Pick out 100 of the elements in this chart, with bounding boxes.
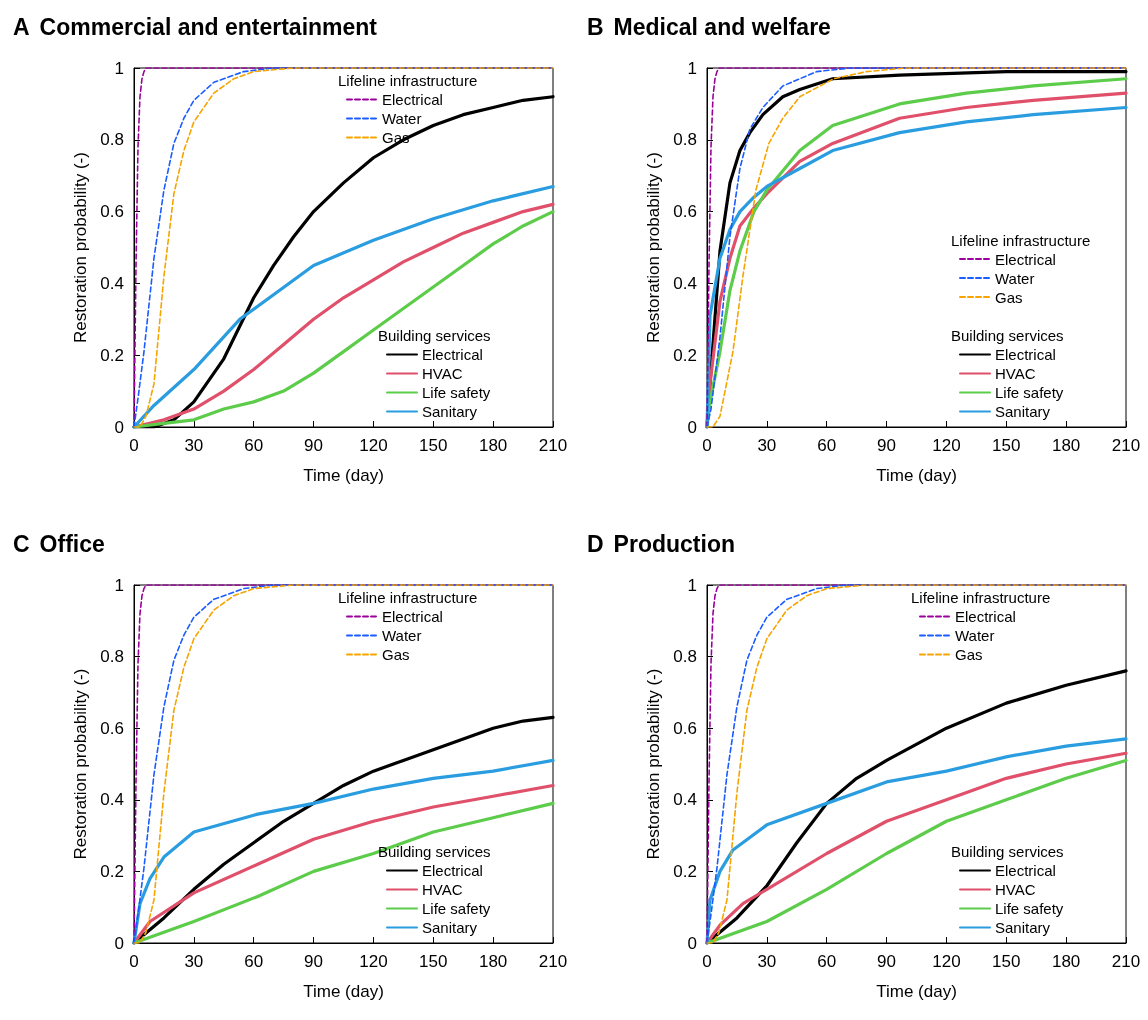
- legend-label: Life safety: [422, 384, 491, 401]
- x-tick-label: 180: [478, 436, 508, 455]
- legend-label: Gas: [382, 646, 410, 663]
- x-tick-label: 180: [478, 952, 508, 971]
- legend-label: HVAC: [422, 881, 463, 898]
- x-tick-label: 90: [877, 436, 897, 455]
- x-tick-label: 30: [184, 952, 204, 971]
- x-tick-label: 60: [817, 436, 837, 455]
- x-tick-label: 0: [129, 436, 139, 455]
- x-tick-label: 120: [932, 952, 961, 971]
- legend-label: Water: [955, 627, 995, 644]
- y-tick-label: 0.2: [100, 345, 124, 365]
- legend-label: Electrical: [422, 862, 483, 879]
- chart-title: A Commercial and entertainment: [13, 13, 378, 40]
- legend-label: HVAC: [995, 881, 1036, 898]
- legend-label: Gas: [995, 288, 1023, 306]
- legend-label: Life safety: [422, 900, 491, 917]
- legend-label: Sanitary: [422, 403, 478, 420]
- y-tick-label: 0.6: [673, 718, 697, 738]
- legend-label: Sanitary: [422, 919, 478, 936]
- x-tick-label: 120: [359, 436, 388, 455]
- x-tick-label: 0: [702, 952, 712, 971]
- y-tick-label: 0.2: [673, 345, 697, 365]
- y-tick-label: 0.2: [100, 861, 124, 881]
- x-axis-title: Time (day): [876, 982, 957, 1001]
- x-tick-label: 90: [304, 952, 324, 971]
- chart-title: D Production: [587, 530, 735, 557]
- legend-label: Life safety: [995, 384, 1064, 401]
- legend-label: Gas: [955, 646, 983, 663]
- y-tick-label: 0.6: [100, 718, 124, 738]
- x-axis-title: Time (day): [303, 466, 384, 485]
- x-tick-label: 210: [1111, 952, 1141, 971]
- x-axis-title: Time (day): [303, 982, 384, 1001]
- x-tick-label: 120: [932, 436, 961, 455]
- x-tick-label: 60: [244, 952, 264, 971]
- x-tick-label: 210: [538, 952, 568, 971]
- legend-label: Electrical: [422, 346, 483, 363]
- legend-label: Electrical: [995, 862, 1056, 879]
- legend-label: Water: [382, 110, 422, 127]
- text: Lifeline infrastructure: [338, 72, 478, 89]
- y-tick-label: 0.6: [100, 202, 124, 222]
- x-tick-label: 120: [359, 952, 388, 971]
- y-tick-label: 0.8: [673, 647, 697, 667]
- x-tick-label: 30: [757, 952, 777, 971]
- y-tick-label: 0.6: [673, 202, 697, 222]
- chart-title: C Office: [13, 530, 105, 557]
- legend-label: HVAC: [995, 365, 1036, 382]
- text: Building services: [951, 327, 1064, 344]
- text: Building services: [378, 843, 491, 860]
- chart-title: B Medical and welfare: [587, 13, 831, 40]
- legend-label: Sanitary: [995, 919, 1051, 936]
- y-tick-label: 1: [114, 575, 124, 595]
- legend-label: Electrical: [995, 250, 1056, 268]
- x-tick-label: 180: [1051, 952, 1081, 971]
- line-series: [706, 584, 1127, 944]
- y-axis-title: Restoration probability (-): [644, 668, 664, 860]
- y-tick-label: 1: [687, 58, 697, 78]
- legend-label: Electrical: [995, 346, 1056, 363]
- x-tick-label: 210: [538, 436, 568, 455]
- x-tick-label: 0: [129, 952, 139, 971]
- text: Building services: [951, 843, 1064, 860]
- y-tick-label: 0.4: [100, 790, 124, 810]
- text: Lifeline infrastructure: [951, 231, 1091, 249]
- x-tick-label: 150: [419, 436, 448, 455]
- x-tick-label: 210: [1111, 436, 1141, 455]
- x-tick-label: 60: [244, 436, 264, 455]
- y-tick-label: 0.4: [673, 273, 697, 293]
- y-tick-label: 1: [687, 575, 697, 595]
- legend-label: Water: [995, 269, 1035, 287]
- text: Lifeline infrastructure: [338, 589, 478, 606]
- y-tick-label: 0: [114, 417, 124, 437]
- y-tick-label: 1: [114, 58, 124, 78]
- y-tick-label: 0.8: [100, 647, 124, 667]
- y-tick-label: 0.8: [100, 130, 124, 150]
- y-tick-label: 0: [687, 417, 697, 437]
- text: Building services: [378, 327, 491, 344]
- x-axis-title: Time (day): [876, 466, 957, 485]
- y-tick-label: 0.4: [100, 273, 124, 293]
- legend-label: Electrical: [382, 91, 443, 108]
- x-tick-label: 0: [702, 436, 712, 455]
- y-tick-label: 0.8: [673, 130, 697, 150]
- y-axis-title: Restoration probability (-): [644, 152, 664, 343]
- x-tick-label: 150: [992, 436, 1021, 455]
- legend-label: HVAC: [422, 365, 463, 382]
- x-tick-label: 90: [877, 952, 897, 971]
- legend-label: Electrical: [955, 608, 1016, 625]
- x-tick-label: 180: [1051, 436, 1081, 455]
- x-tick-label: 90: [304, 436, 324, 455]
- legend-label: Sanitary: [995, 403, 1051, 420]
- y-tick-label: 0.4: [673, 790, 697, 810]
- line-series: [133, 584, 554, 944]
- x-tick-label: 60: [817, 952, 837, 971]
- legend-label: Life safety: [995, 900, 1064, 917]
- x-tick-label: 30: [184, 436, 204, 455]
- y-tick-label: 0: [687, 933, 697, 953]
- y-tick-label: 0: [114, 933, 124, 953]
- x-tick-label: 150: [992, 952, 1021, 971]
- legend-label: Water: [382, 627, 422, 644]
- y-tick-label: 0.2: [673, 861, 697, 881]
- y-axis-title: Restoration probability (-): [71, 152, 91, 343]
